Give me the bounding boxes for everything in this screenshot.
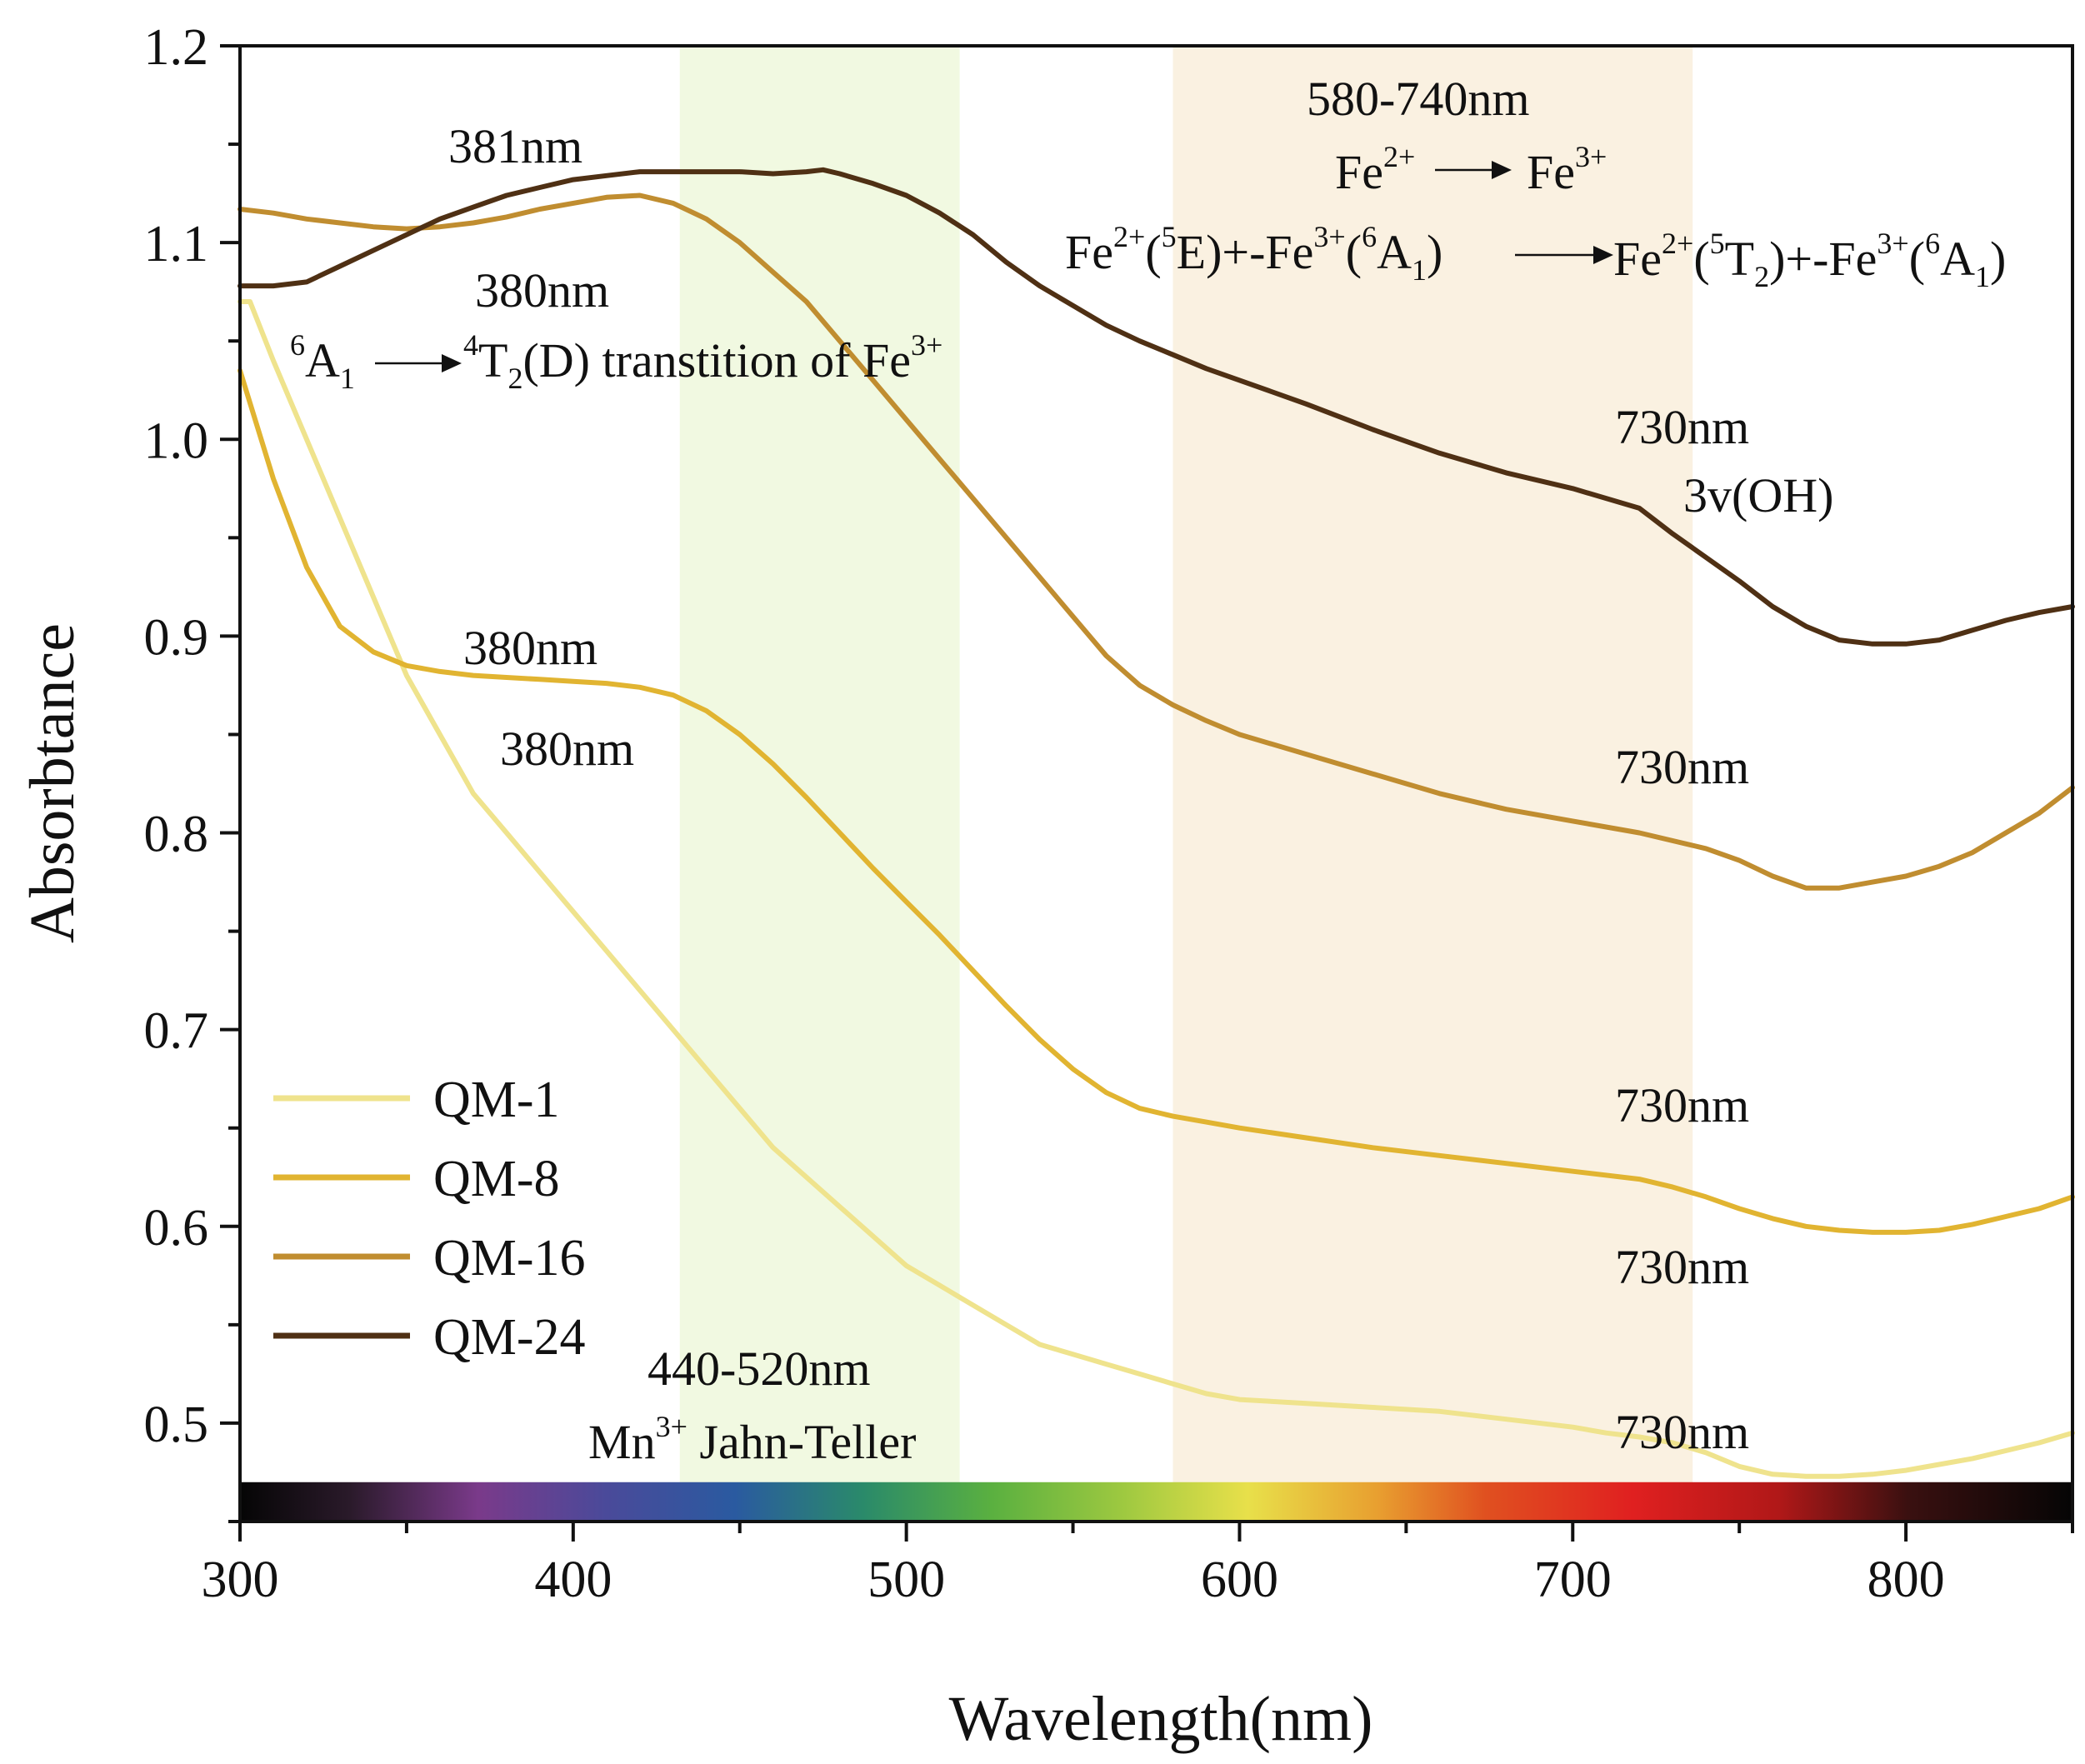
series-lines: [238, 167, 2075, 1479]
x-axis-title: Wavelength(nm): [949, 1684, 1373, 1754]
y-tick-label: 0.6: [144, 1200, 209, 1257]
sup-6: 6: [1362, 220, 1377, 253]
arrow-head: [1492, 161, 1512, 179]
arrow-head: [442, 354, 462, 372]
sub-2: 2: [1754, 260, 1769, 293]
legend-item-qm-8: QM-8: [273, 1151, 560, 1207]
label-fe: Fe: [1335, 145, 1383, 199]
label-A: A: [305, 333, 340, 387]
label-T: T: [478, 333, 508, 387]
y-tick-label: 0.9: [144, 609, 209, 666]
x-tick-label: 700: [1534, 1552, 1612, 1608]
y-tick-label: 0.7: [144, 1003, 209, 1060]
svg-text:Fe2+: Fe2+: [1335, 140, 1415, 199]
annot-580-740nm: 580-740nm: [1307, 72, 1529, 126]
annot-730nm-qm24: 730nm: [1615, 400, 1749, 454]
legend-item-qm-16: QM-16: [273, 1230, 586, 1287]
annot-charge-transfer: Fe2+(5E)+-Fe3+(6A1) Fe2+(5T2)+-Fe3+(6A1): [1065, 220, 2006, 293]
y-tick-labels: 0.5 0.6 0.7 0.8 0.9 1.0 1.1 1.2: [144, 19, 209, 1453]
visible-spectrum-bar: [240, 1482, 2072, 1522]
sub-1: 1: [1975, 260, 1990, 293]
label-mn: Mn: [588, 1415, 656, 1469]
legend-label: QM-16: [433, 1230, 586, 1287]
axis-ticks: [220, 44, 2074, 1542]
sup-3plus: 3+: [911, 328, 942, 362]
y-tick-label: 1.0: [144, 412, 209, 469]
plot-frame: [238, 44, 2074, 1523]
sub-1: 1: [340, 362, 355, 395]
legend-item-qm-24: QM-24: [273, 1309, 586, 1366]
legend: QM-1 QM-8 QM-16 QM-24: [273, 1072, 586, 1366]
annot-730nm-qm16: 730nm: [1615, 740, 1749, 794]
sup-5: 5: [1710, 227, 1725, 260]
sup-3plus: 3+: [1877, 227, 1908, 260]
sup-2plus: 2+: [1662, 227, 1693, 260]
sup-3plus: 3+: [1575, 140, 1607, 173]
y-tick-label: 0.8: [144, 807, 209, 863]
series-line-qm-1: [238, 299, 2075, 1479]
sup-5: 5: [1162, 220, 1177, 253]
annot-380nm-mid: 380nm: [463, 621, 598, 675]
x-tick-labels: 300 400 500 600 700 800: [202, 1552, 1945, 1608]
label-A: A: [1377, 225, 1412, 279]
arrow-head: [1593, 246, 1613, 264]
label-T: T: [1725, 232, 1754, 286]
label-A: A: [1940, 232, 1975, 286]
y-tick-label: 1.2: [144, 19, 209, 76]
sup-2plus: 2+: [1383, 140, 1415, 173]
label-transition: (D) transtition of Fe: [522, 333, 911, 387]
annot-381nm: 381nm: [448, 119, 582, 173]
annot-380nm-low: 380nm: [500, 722, 634, 776]
series-line-qm-24: [238, 167, 2075, 647]
sup-6: 6: [290, 328, 305, 362]
legend-item-qm-1: QM-1: [273, 1072, 560, 1128]
sup-4: 4: [463, 328, 478, 362]
y-axis-title: Absorbtance: [18, 623, 88, 943]
label-E-fe: E)+-Fe: [1177, 225, 1314, 279]
legend-label: QM-8: [433, 1151, 560, 1207]
annot-mn-jahn-teller: Mn3+ Jahn-Teller: [588, 1410, 916, 1469]
annot-fe3-transition: 6A1 4T2(D) transtition of Fe3+: [290, 328, 942, 395]
x-tick-label: 600: [1201, 1552, 1278, 1608]
series-line-qm-8: [238, 367, 2075, 1235]
highlight-band-2: [1172, 46, 1693, 1522]
annot-fe-simple: Fe2+ Fe3+: [1335, 140, 1607, 199]
svg-text:4T2(D) transtition of Fe3+: 4T2(D) transtition of Fe3+: [463, 328, 942, 395]
svg-text:Fe2+(5E)+-Fe3+(6A1): Fe2+(5E)+-Fe3+(6A1): [1065, 220, 1442, 287]
series-line-qm-16: [238, 192, 2075, 891]
sub-2: 2: [508, 362, 522, 395]
legend-label: QM-24: [433, 1309, 586, 1366]
svg-text:Fe3+: Fe3+: [1527, 140, 1607, 199]
annot-730nm-qm1: 730nm: [1615, 1240, 1749, 1294]
label-fe: Fe: [1527, 145, 1575, 199]
svg-text:Fe2+(5T2)+-Fe3+(6A1): Fe2+(5T2)+-Fe3+(6A1): [1613, 227, 2006, 293]
annot-380nm-top: 380nm: [475, 263, 609, 317]
y-tick-label: 0.5: [144, 1397, 209, 1453]
annot-3v-oh: 3v(OH): [1683, 468, 1833, 522]
label-jahn-teller: Jahn-Teller: [688, 1415, 917, 1469]
annot-440-520nm: 440-520nm: [648, 1342, 870, 1396]
highlight-band-1: [679, 46, 960, 1522]
annot-730nm-bottom: 730nm: [1615, 1405, 1749, 1459]
sup-3plus: 3+: [656, 1410, 688, 1443]
label-fe3: )+-Fe: [1769, 232, 1877, 286]
svg-text:6A1: 6A1: [290, 328, 355, 395]
sub-1: 1: [1412, 253, 1427, 287]
legend-label: QM-1: [433, 1072, 560, 1128]
sup-6: 6: [1925, 227, 1940, 260]
sup-3plus: 3+: [1313, 220, 1345, 253]
x-tick-label: 800: [1868, 1552, 1945, 1608]
x-tick-label: 500: [868, 1552, 945, 1608]
sup-2plus: 2+: [1113, 220, 1145, 253]
annotations: 381nm 380nm 6A1 4T2(D) transtition of Fe…: [290, 72, 2006, 1469]
annot-730nm-qm8: 730nm: [1615, 1078, 1749, 1132]
label-fe: Fe: [1065, 225, 1113, 279]
highlight-bands: [679, 46, 1693, 1522]
x-tick-label: 300: [202, 1552, 279, 1608]
y-tick-label: 1.1: [144, 216, 209, 272]
label-fe: Fe: [1613, 232, 1662, 286]
x-tick-label: 400: [534, 1552, 612, 1608]
